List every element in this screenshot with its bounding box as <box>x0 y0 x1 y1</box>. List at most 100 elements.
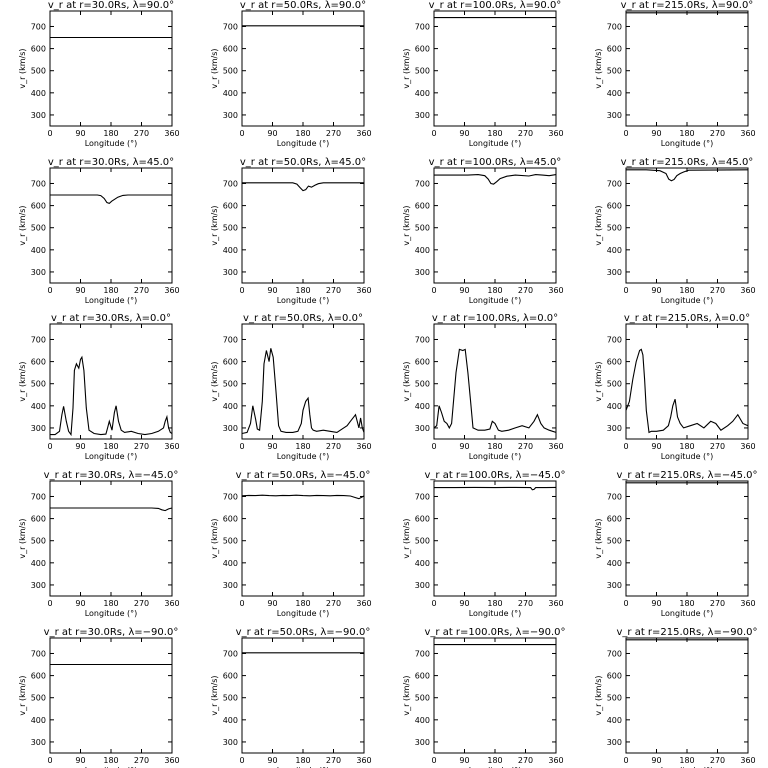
y-axis-label: v_r (km/s) <box>18 48 27 88</box>
panel-title: v_r at r=100.0Rs, λ=45.0° <box>429 157 562 168</box>
y-tick-label: 500 <box>31 380 46 389</box>
x-tick-label: 0 <box>431 442 436 451</box>
y-tick-label: 700 <box>415 179 430 188</box>
x-tick-label: 180 <box>295 286 310 295</box>
chart-panel-8: v_r at r=30.0Rs, λ=0.0° 0 90 180 270 360 300 40… <box>18 313 180 461</box>
y-tick-label: 600 <box>607 672 622 681</box>
x-tick-label: 180 <box>487 599 502 608</box>
series-line <box>626 169 749 182</box>
y-tick-label: 500 <box>607 537 622 546</box>
y-axis-label: v_r (km/s) <box>402 675 411 715</box>
x-tick-label: 90 <box>459 756 469 765</box>
chart-panel-7: v_r at r=215.0Rs, λ=45.0° 0 90 180 270 360 300… <box>594 157 756 305</box>
x-tick-label: 90 <box>459 129 469 138</box>
y-tick-label: 300 <box>607 424 622 433</box>
panel-title: v_r at r=100.0Rs, λ=90.0° <box>429 0 562 11</box>
y-tick-label: 400 <box>223 716 238 725</box>
x-axis-label: Longitude (°) <box>277 452 330 461</box>
chart-panel-17: v_r at r=50.0Rs, λ=−90.0° 0 90 180 270 360 300… <box>210 627 372 768</box>
x-tick-label: 90 <box>75 442 85 451</box>
panel-title: v_r at r=100.0Rs, λ=−45.0° <box>424 470 565 481</box>
y-tick-label: 600 <box>223 45 238 54</box>
x-tick-label: 90 <box>651 599 661 608</box>
panel-title: v_r at r=215.0Rs, λ=−90.0° <box>616 627 757 638</box>
chart-panel-6: v_r at r=100.0Rs, λ=45.0° 0 90 180 270 360 300… <box>402 157 564 305</box>
x-axis-label: Longitude (°) <box>469 609 522 618</box>
x-tick-label: 90 <box>459 442 469 451</box>
plot-frame <box>625 10 749 127</box>
x-tick-label: 0 <box>431 599 436 608</box>
x-axis-label: Longitude (°) <box>469 296 522 305</box>
x-tick-label: 180 <box>487 442 502 451</box>
y-tick-label: 700 <box>415 22 430 31</box>
y-tick-label: 600 <box>415 515 430 524</box>
y-tick-label: 300 <box>223 424 238 433</box>
x-tick-label: 180 <box>103 442 118 451</box>
y-tick-label: 700 <box>415 335 430 344</box>
y-tick-label: 700 <box>223 649 238 658</box>
x-tick-label: 0 <box>623 756 628 765</box>
x-tick-label: 180 <box>487 756 502 765</box>
x-tick-label: 360 <box>356 442 371 451</box>
x-axis-label: Longitude (°) <box>277 296 330 305</box>
plot-frame <box>241 10 365 127</box>
x-tick-label: 90 <box>267 756 277 765</box>
panel-title: v_r at r=50.0Rs, λ=−90.0° <box>236 627 371 638</box>
x-tick-label: 270 <box>518 756 533 765</box>
x-tick-label: 360 <box>548 286 563 295</box>
x-tick-label: 90 <box>651 442 661 451</box>
x-tick-label: 360 <box>356 129 371 138</box>
y-axis-label: v_r (km/s) <box>402 205 411 245</box>
x-tick-label: 270 <box>134 599 149 608</box>
x-tick-label: 90 <box>75 286 85 295</box>
x-axis-label: Longitude (°) <box>277 139 330 148</box>
y-axis-label: v_r (km/s) <box>594 205 603 245</box>
x-axis-label: Longitude (°) <box>85 766 138 768</box>
series-line <box>434 174 557 185</box>
y-tick-label: 400 <box>31 402 46 411</box>
x-tick-label: 270 <box>518 286 533 295</box>
y-tick-label: 700 <box>223 335 238 344</box>
x-tick-label: 270 <box>518 129 533 138</box>
y-axis-label: v_r (km/s) <box>210 675 219 715</box>
y-tick-label: 500 <box>31 224 46 233</box>
plot-frame <box>49 10 173 127</box>
y-axis-label: v_r (km/s) <box>210 518 219 558</box>
y-tick-label: 700 <box>415 649 430 658</box>
y-tick-label: 400 <box>415 246 430 255</box>
plot-frame <box>49 167 173 284</box>
x-tick-label: 360 <box>164 599 179 608</box>
x-tick-label: 0 <box>47 442 52 451</box>
y-tick-label: 500 <box>607 694 622 703</box>
y-tick-label: 600 <box>31 202 46 211</box>
x-tick-label: 90 <box>459 286 469 295</box>
x-tick-label: 270 <box>710 129 725 138</box>
y-tick-label: 400 <box>607 89 622 98</box>
x-axis-label: Longitude (°) <box>661 296 714 305</box>
plot-frame <box>433 167 557 284</box>
x-axis-label: Longitude (°) <box>469 139 522 148</box>
panel-title: v_r at r=50.0Rs, λ=−45.0° <box>236 470 371 481</box>
chart-panel-1: v_r at r=50.0Rs, λ=90.0° 0 90 180 270 360 300 4… <box>210 0 372 148</box>
y-axis-label: v_r (km/s) <box>210 361 219 401</box>
x-tick-label: 90 <box>267 599 277 608</box>
x-tick-label: 270 <box>326 129 341 138</box>
y-axis-label: v_r (km/s) <box>402 518 411 558</box>
y-tick-label: 400 <box>31 559 46 568</box>
y-tick-label: 600 <box>607 358 622 367</box>
y-axis-label: v_r (km/s) <box>402 48 411 88</box>
chart-panel-18: v_r at r=100.0Rs, λ=−90.0° 0 90 180 270 360 30… <box>402 627 566 768</box>
y-tick-label: 500 <box>607 380 622 389</box>
panel-title: v_r at r=30.0Rs, λ=90.0° <box>48 0 174 11</box>
x-tick-label: 0 <box>623 442 628 451</box>
y-tick-label: 600 <box>31 358 46 367</box>
x-tick-label: 360 <box>548 442 563 451</box>
x-tick-label: 180 <box>103 129 118 138</box>
x-tick-label: 360 <box>548 756 563 765</box>
plot-frame <box>433 480 557 597</box>
y-tick-label: 600 <box>223 515 238 524</box>
y-tick-label: 300 <box>415 424 430 433</box>
panel-title: v_r at r=30.0Rs, λ=45.0° <box>48 157 174 168</box>
series-line <box>241 494 365 500</box>
y-tick-label: 700 <box>31 492 46 501</box>
